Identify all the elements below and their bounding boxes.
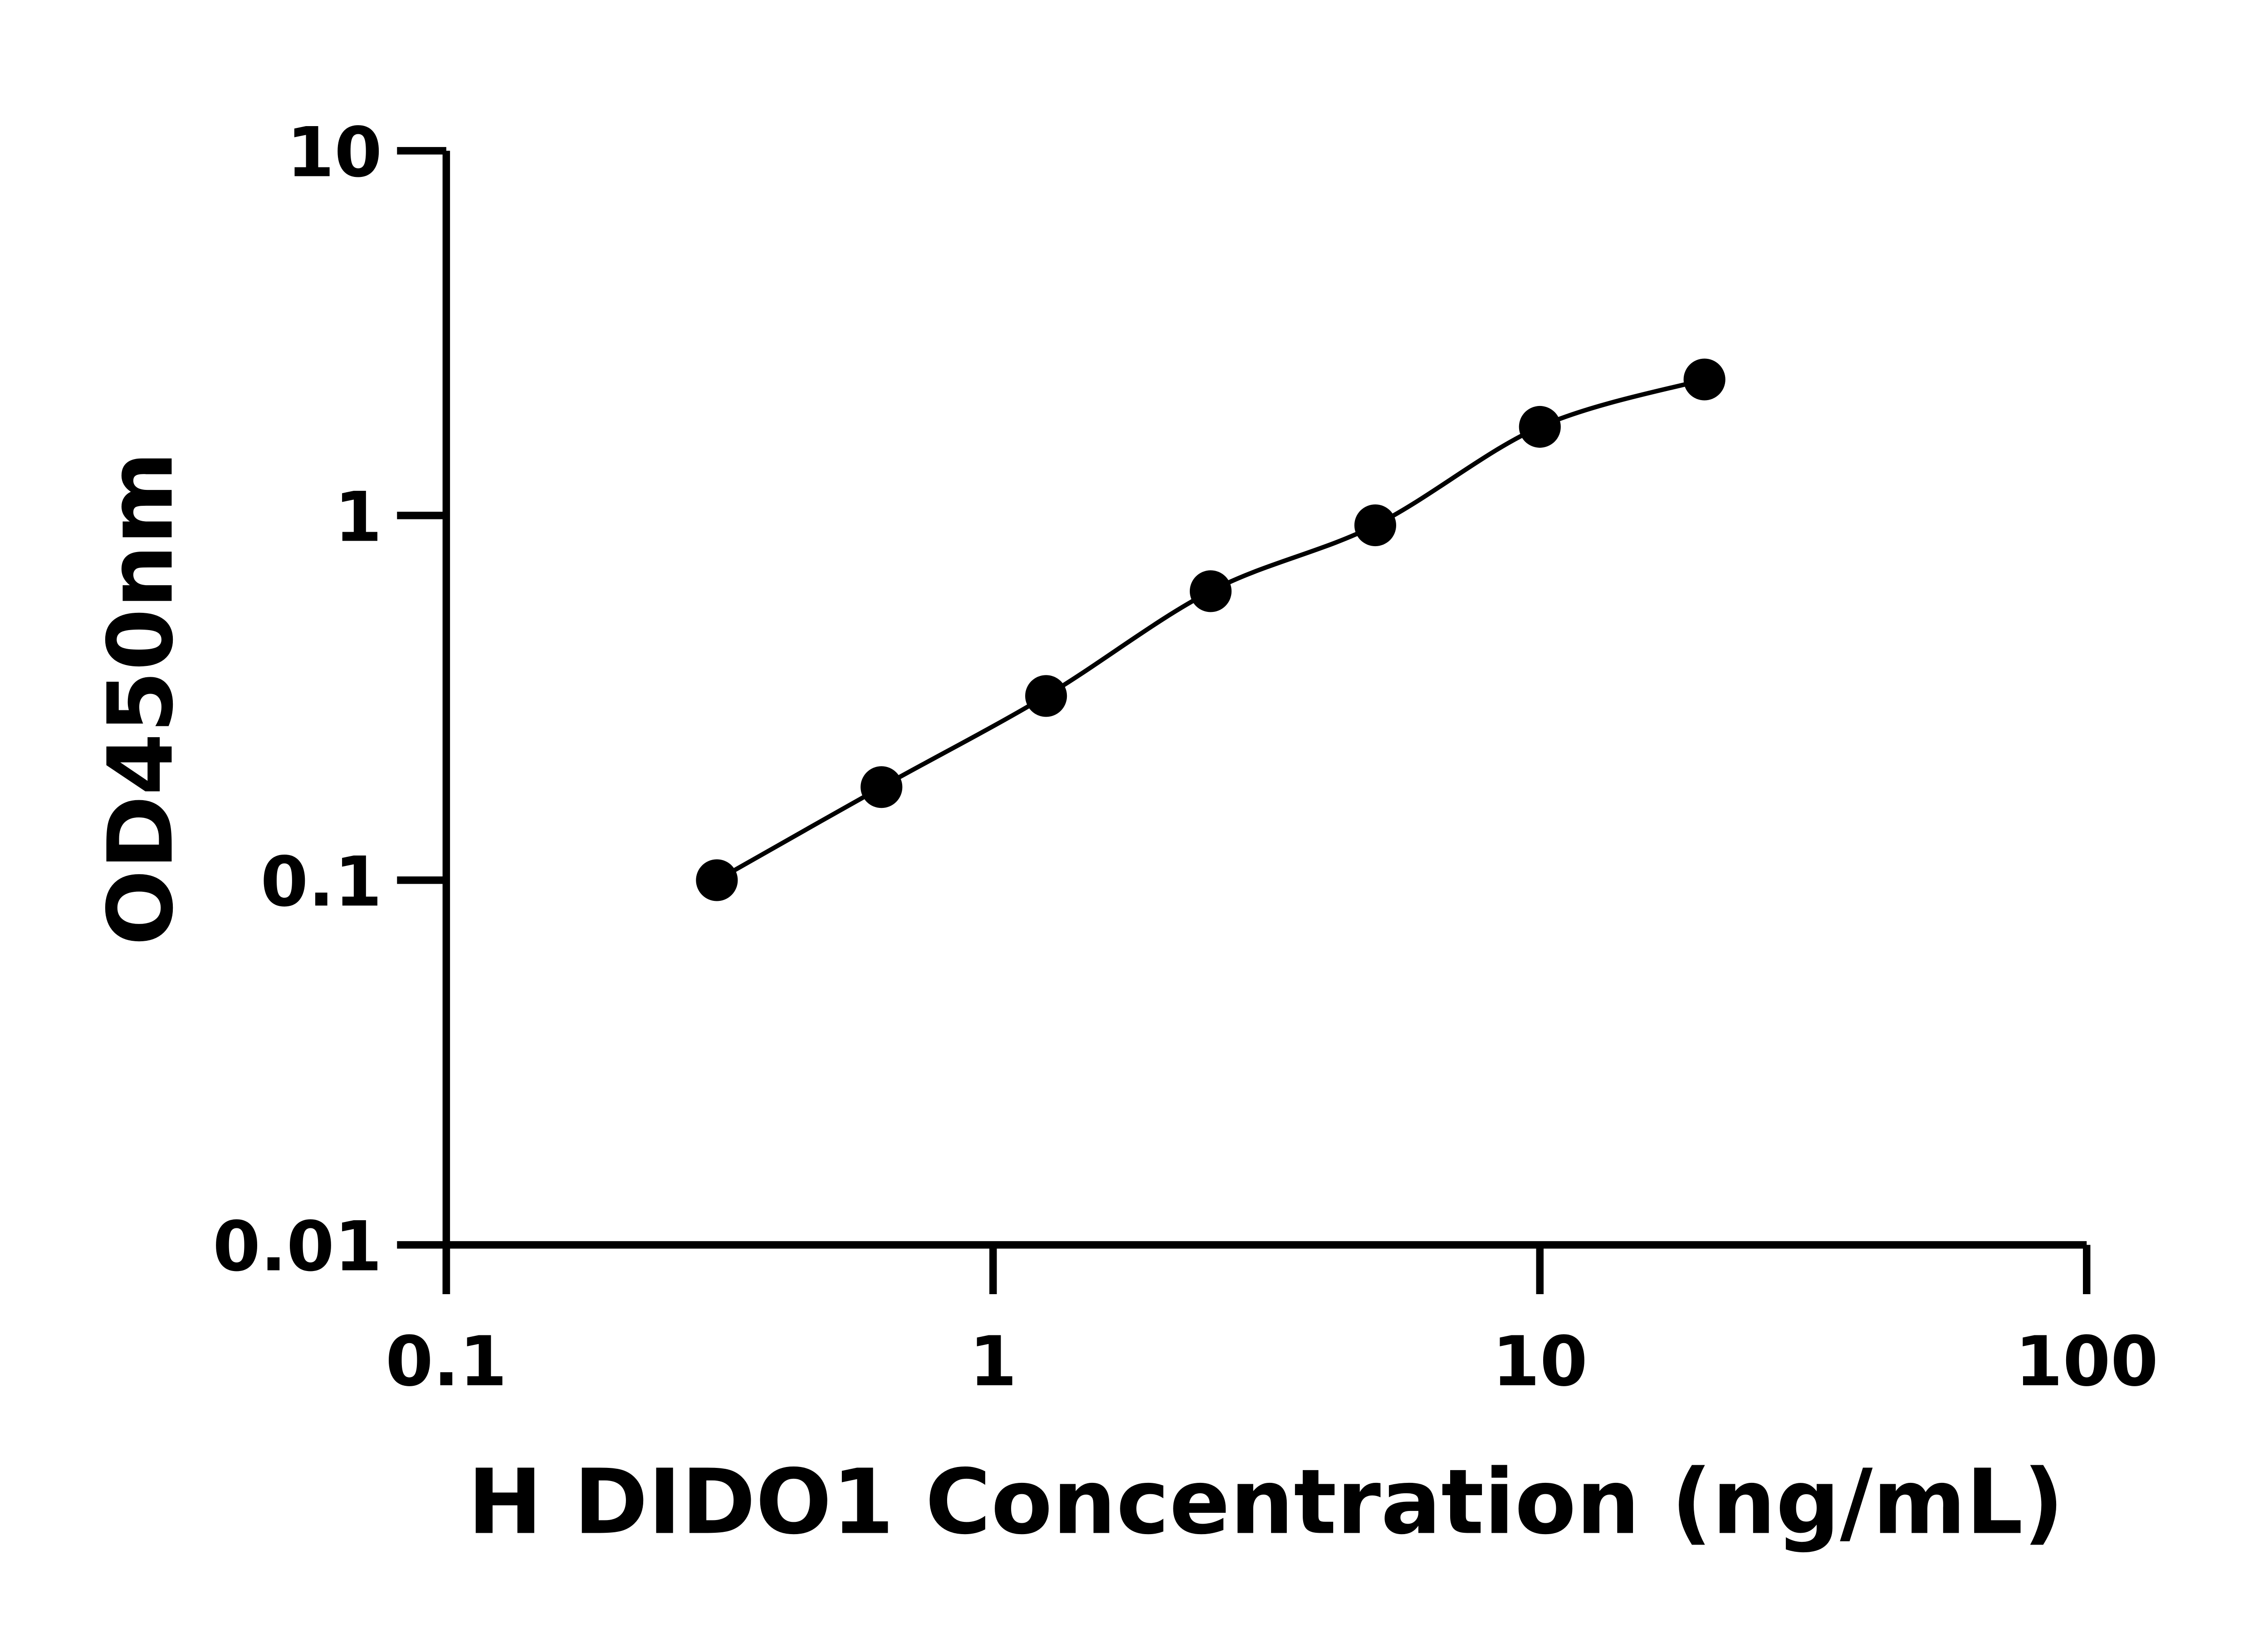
y-tick-label: 10: [287, 112, 382, 192]
data-points: [696, 358, 1725, 901]
data-point: [1189, 570, 1232, 612]
x-tick-label: 10: [1492, 1322, 1588, 1402]
data-point: [860, 766, 903, 808]
x-axis-title: H DIDO1 Concentration (ng/mL): [468, 1450, 2064, 1554]
x-tick-label: 100: [2015, 1322, 2158, 1402]
data-point: [1354, 504, 1396, 547]
y-tick-label: 0.01: [213, 1207, 382, 1286]
axes: [397, 147, 2091, 1294]
data-point: [696, 859, 738, 901]
y-axis-title: OD450nm: [88, 451, 193, 946]
x-tick-label: 1: [969, 1322, 1017, 1402]
data-point: [1025, 675, 1067, 717]
data-point: [1519, 406, 1561, 448]
data-point: [1683, 358, 1725, 401]
y-tick-label: 1: [334, 477, 382, 557]
x-tick-label: 0.1: [386, 1322, 507, 1402]
y-tick-label: 0.1: [260, 842, 382, 922]
fit-curve: [715, 377, 1705, 882]
